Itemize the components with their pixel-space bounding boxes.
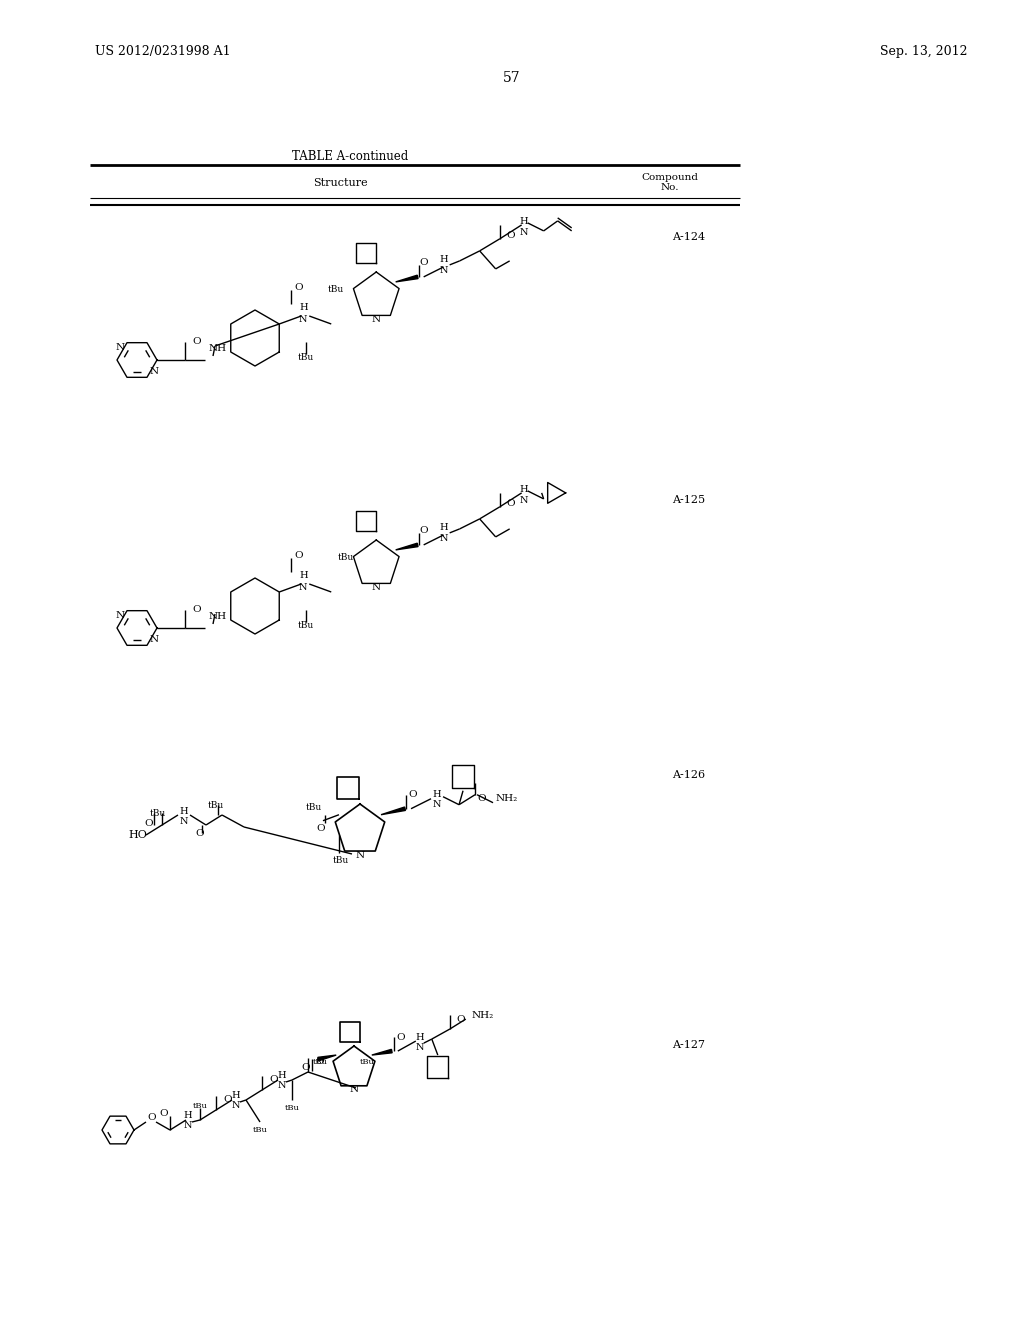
Text: O: O bbox=[144, 818, 153, 828]
Text: tBu: tBu bbox=[298, 354, 314, 363]
Text: H: H bbox=[519, 218, 528, 227]
Text: NH₂: NH₂ bbox=[495, 795, 517, 803]
Text: A-125: A-125 bbox=[672, 495, 706, 506]
Text: O: O bbox=[196, 829, 205, 837]
Text: H: H bbox=[231, 1092, 241, 1101]
Text: tBu: tBu bbox=[253, 1126, 267, 1134]
Text: O: O bbox=[160, 1110, 168, 1118]
Text: O: O bbox=[457, 1015, 466, 1023]
Text: HO: HO bbox=[128, 830, 146, 840]
Text: O: O bbox=[147, 1114, 157, 1122]
Text: N: N bbox=[433, 800, 441, 809]
Text: O: O bbox=[507, 231, 515, 240]
Text: O: O bbox=[316, 824, 326, 833]
Polygon shape bbox=[395, 544, 418, 550]
Text: O: O bbox=[294, 284, 302, 293]
Text: tBu: tBu bbox=[298, 622, 314, 631]
Text: N: N bbox=[439, 267, 447, 276]
Text: Compound: Compound bbox=[641, 173, 698, 182]
Text: N: N bbox=[519, 496, 528, 506]
Text: NH₂: NH₂ bbox=[472, 1011, 494, 1019]
Text: O: O bbox=[269, 1076, 278, 1085]
Text: H: H bbox=[299, 572, 307, 581]
Text: N: N bbox=[150, 635, 159, 644]
Text: N: N bbox=[349, 1085, 358, 1094]
Text: Sep. 13, 2012: Sep. 13, 2012 bbox=[880, 45, 968, 58]
Polygon shape bbox=[381, 807, 406, 814]
Text: O: O bbox=[223, 1096, 231, 1105]
Text: H: H bbox=[439, 524, 447, 532]
Text: N: N bbox=[439, 535, 447, 544]
Text: O: O bbox=[507, 499, 515, 508]
Text: Structure: Structure bbox=[312, 178, 368, 187]
Text: TABLE A-continued: TABLE A-continued bbox=[292, 150, 409, 164]
Text: N: N bbox=[416, 1043, 424, 1052]
Text: N: N bbox=[519, 228, 528, 238]
Polygon shape bbox=[395, 275, 418, 282]
Text: N: N bbox=[355, 851, 365, 861]
Text: N: N bbox=[299, 314, 307, 323]
Text: O: O bbox=[193, 606, 201, 615]
Text: No.: No. bbox=[660, 183, 679, 193]
Text: N: N bbox=[231, 1101, 241, 1110]
Polygon shape bbox=[372, 1049, 392, 1055]
Text: O: O bbox=[420, 527, 428, 536]
Text: H: H bbox=[183, 1111, 193, 1121]
Text: A-126: A-126 bbox=[672, 770, 706, 780]
Text: tBu: tBu bbox=[360, 1059, 375, 1067]
Text: A-127: A-127 bbox=[672, 1040, 705, 1049]
Text: H: H bbox=[433, 791, 441, 799]
Text: H: H bbox=[179, 807, 188, 816]
Text: N: N bbox=[278, 1081, 287, 1090]
Text: H: H bbox=[416, 1032, 424, 1041]
Text: O: O bbox=[294, 552, 302, 561]
Text: N: N bbox=[183, 1122, 193, 1130]
Text: N: N bbox=[372, 583, 381, 593]
Text: O: O bbox=[193, 338, 201, 346]
Text: H: H bbox=[278, 1072, 287, 1081]
Text: tBu: tBu bbox=[338, 553, 354, 562]
Text: N: N bbox=[115, 343, 124, 352]
Text: tBu: tBu bbox=[193, 1102, 208, 1110]
Text: tBu: tBu bbox=[306, 804, 322, 813]
Text: N: N bbox=[180, 817, 188, 825]
Text: A-124: A-124 bbox=[672, 232, 706, 242]
Text: NH: NH bbox=[209, 345, 227, 352]
Text: O: O bbox=[420, 259, 428, 268]
Text: O: O bbox=[315, 1057, 324, 1067]
Text: tBu: tBu bbox=[313, 1059, 328, 1067]
Text: tBu: tBu bbox=[150, 808, 166, 817]
Text: N: N bbox=[299, 582, 307, 591]
Text: O: O bbox=[477, 795, 485, 803]
Text: H: H bbox=[299, 304, 307, 313]
Text: O: O bbox=[409, 791, 418, 799]
Text: tBu: tBu bbox=[285, 1104, 299, 1111]
Text: tBu: tBu bbox=[208, 800, 224, 809]
Text: N: N bbox=[150, 367, 159, 376]
Text: O: O bbox=[301, 1063, 309, 1072]
Text: NH: NH bbox=[209, 612, 227, 620]
Text: O: O bbox=[396, 1032, 406, 1041]
Text: H: H bbox=[439, 255, 447, 264]
Text: US 2012/0231998 A1: US 2012/0231998 A1 bbox=[95, 45, 230, 58]
Text: N: N bbox=[115, 611, 124, 620]
Text: N: N bbox=[372, 315, 381, 325]
Text: H: H bbox=[519, 486, 528, 495]
Polygon shape bbox=[317, 1055, 336, 1061]
Text: tBu: tBu bbox=[333, 857, 349, 865]
Text: 57: 57 bbox=[503, 71, 521, 84]
Text: tBu: tBu bbox=[328, 285, 344, 294]
